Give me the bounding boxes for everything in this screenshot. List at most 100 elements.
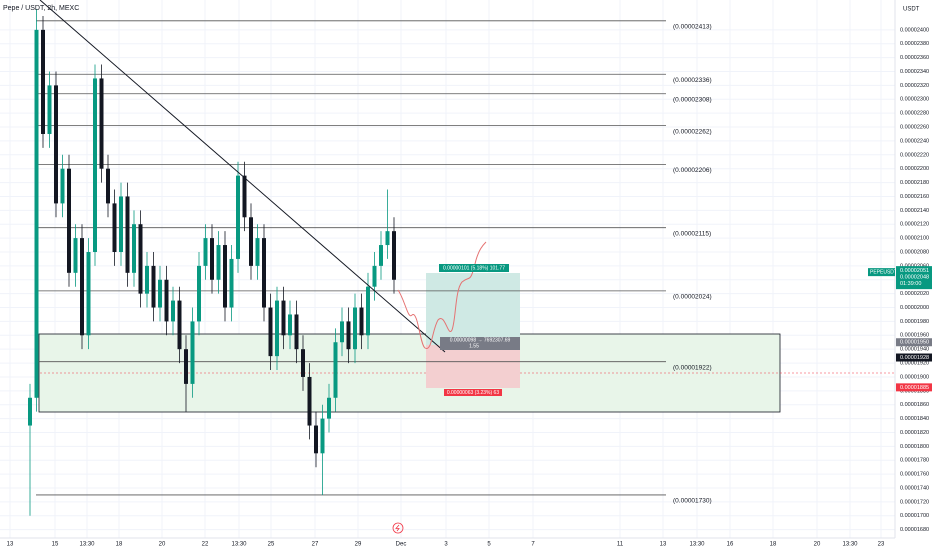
axis-tag-box (896, 338, 932, 347)
candle-body (164, 279, 169, 322)
candle-body (54, 85, 58, 204)
x-tick-label: 18 (770, 542, 777, 548)
level-label: (0.00002413) (673, 24, 712, 31)
x-tick-label: 13 (660, 542, 667, 548)
stop-label: 0.00000063 (3.23%) 63 (447, 390, 499, 396)
candle-body (151, 265, 156, 308)
x-tick-label: 13 (7, 542, 14, 548)
y-tick-label: 0.00002240 (900, 138, 929, 144)
x-tick-label: 29 (355, 542, 362, 548)
candle-body (275, 300, 279, 357)
candle-body (203, 238, 208, 266)
y-tick-label: 0.00002380 (900, 41, 929, 47)
target-label-box (439, 264, 509, 272)
y-tick-label: 0.00002320 (900, 83, 929, 89)
y-tick-label: 0.00002120 (900, 222, 929, 228)
x-tick-label: 3 (444, 542, 448, 548)
x-tick-label: 27 (312, 542, 319, 548)
candle-body (359, 307, 364, 336)
x-tick-label: 20 (814, 542, 821, 548)
price-axis: 0.00002400 0.00002380 0.00002360 0.00002340… (868, 27, 932, 533)
x-tick-label: 20 (159, 542, 166, 548)
candle-body (385, 231, 390, 246)
x-tick-label: 23 (878, 542, 885, 548)
y-tick-label: 0.00002080 (900, 249, 929, 255)
candle-body (119, 196, 123, 252)
x-tick-label: 18 (116, 542, 123, 548)
axis-tag-box (896, 383, 932, 392)
candle-body (281, 300, 286, 336)
level-label: (0.00002206) (673, 167, 712, 174)
trend-line (39, 0, 446, 353)
x-tick-label: 13:30 (79, 542, 95, 548)
x-tick-label: 7 (531, 542, 535, 548)
candle-body (47, 85, 52, 134)
candle-body (197, 265, 201, 322)
candle-body (294, 314, 299, 350)
candle-body (138, 224, 143, 294)
level-label: (0.00002336) (673, 77, 712, 84)
axis-tag: 0.00001950 (900, 340, 929, 346)
candle-body (301, 349, 305, 377)
candle-body (132, 224, 136, 273)
level-label: (0.00001730) (673, 498, 712, 505)
candle-body (34, 29, 39, 398)
candle-body (346, 321, 351, 350)
candle-body (249, 217, 253, 266)
y-tick-label: 0.00001700 (900, 513, 929, 519)
last-price: 0.00002048 (900, 275, 929, 281)
y-tick-label: 0.00002280 (900, 111, 929, 117)
y-tick-label: 0.00001840 (900, 416, 929, 422)
candle-body (223, 245, 227, 308)
level-label: (0.00002024) (673, 294, 712, 301)
candle-body (171, 300, 175, 322)
stop-label-box (444, 389, 502, 396)
level-label: (0.00002115) (673, 230, 711, 237)
y-tick-label: 0.00002360 (900, 55, 929, 61)
candle-body (340, 321, 344, 343)
candle-body (67, 168, 71, 273)
y-tick-label: 0.00002180 (900, 180, 929, 186)
candle-body (41, 29, 45, 134)
candle-body (229, 258, 234, 308)
x-tick-label: 25 (268, 542, 275, 548)
y-tick-label: 0.00002100 (900, 236, 929, 242)
candle-body (353, 307, 357, 350)
levels: (0.00002413) (0.00002336) (0.00002308) (0.0… (36, 20, 712, 505)
y-tick-label: 0.00002160 (900, 194, 929, 200)
x-tick-label: 13:30 (689, 542, 705, 548)
symbol-tag: PEPEUSDT (870, 269, 897, 275)
candle-body (333, 342, 338, 398)
x-tick-label: 13:30 (842, 542, 858, 548)
ratio-label: 1.55 (469, 343, 479, 349)
candle-body (255, 238, 260, 266)
y-tick-label: 0.00001920 (900, 361, 929, 367)
y-tick-label: 0.00001940 (900, 347, 929, 353)
candle-body (216, 245, 221, 280)
candle-body (307, 376, 312, 426)
y-tick-label: 0.00002000 (900, 305, 929, 311)
y-tick-label: 0.00001820 (900, 430, 929, 436)
currency: USDT (903, 7, 920, 13)
event-icon[interactable] (392, 522, 404, 534)
y-tick-label: 0.00001680 (900, 527, 929, 533)
x-tick-label: 5 (487, 542, 491, 548)
candle-body (112, 203, 117, 252)
y-tick-label: 0.00001800 (900, 444, 929, 450)
candle-body (190, 321, 195, 384)
x-tick-label: Dec (396, 542, 407, 548)
candle-body (99, 78, 104, 169)
y-tick-label: 0.00001980 (900, 319, 929, 325)
y-tick-label: 0.00002020 (900, 291, 929, 297)
candle-body (177, 300, 182, 350)
y-tick-label: 0.00001760 (900, 472, 929, 478)
candle-body (236, 175, 240, 259)
chart-title: Pepe / USDT, 2h, MEXC (3, 5, 79, 12)
y-tick-label: 0.00002300 (900, 97, 929, 103)
candle-body (314, 425, 318, 454)
y-tick-label: 0.00002260 (900, 124, 929, 130)
candle-body (288, 314, 292, 336)
x-tick-label: 16 (727, 542, 734, 548)
entry-label: 0.00000098 → 7692307.69 (450, 337, 511, 343)
x-tick-label: 11 (617, 542, 624, 548)
